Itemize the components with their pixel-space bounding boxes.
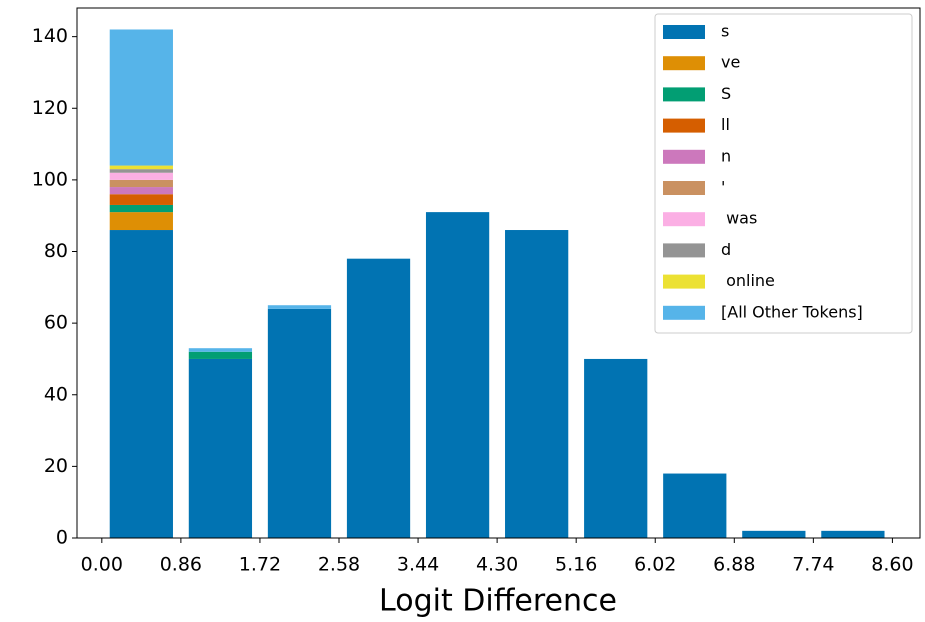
x-tick-label: 5.16 — [555, 554, 597, 576]
bar-segment — [109, 172, 173, 180]
x-tick-label: 4.30 — [476, 554, 518, 576]
legend-label: [All Other Tokens] — [721, 302, 863, 321]
x-tick-label: 8.60 — [871, 554, 913, 576]
x-tick-label: 6.02 — [634, 554, 676, 576]
legend-label: d — [721, 240, 731, 259]
legend-swatch — [663, 149, 705, 164]
bar-segment — [742, 530, 806, 538]
bar-segment — [188, 351, 253, 359]
bar-segment — [188, 358, 253, 538]
legend-swatch — [663, 118, 705, 133]
legend-label: was — [721, 209, 757, 228]
y-tick-label: 100 — [32, 168, 68, 190]
bar-segment — [109, 165, 173, 170]
bar-segment — [267, 305, 332, 309]
bar-segment — [505, 230, 569, 538]
x-tick-label: 1.72 — [239, 554, 281, 576]
y-tick-label: 60 — [44, 312, 68, 334]
legend-swatch — [663, 274, 705, 289]
legend-swatch — [663, 212, 705, 227]
y-tick-label: 120 — [32, 97, 68, 119]
bar-segment — [584, 358, 648, 538]
x-tick-label: 6.88 — [713, 554, 755, 576]
bar-segment — [109, 230, 173, 538]
legend-box — [654, 13, 913, 334]
x-tick-label: 0.86 — [160, 554, 202, 576]
bar-segment — [109, 179, 173, 188]
bar-segment — [109, 187, 173, 195]
legend-label: online — [721, 271, 775, 290]
x-tick-label: 0.00 — [81, 554, 123, 576]
bar-segment — [109, 204, 173, 213]
bar-segment — [109, 194, 173, 205]
legend-swatch — [663, 305, 705, 320]
legend-label: ' — [721, 178, 725, 197]
legend-label: ve — [721, 53, 740, 72]
legend-swatch — [663, 56, 705, 71]
x-tick-label: 2.58 — [318, 554, 360, 576]
legend-label: s — [721, 22, 729, 41]
bar-segment — [109, 212, 173, 231]
legend-swatch — [663, 243, 705, 258]
bar-segment — [425, 212, 490, 538]
x-tick-label: 7.74 — [792, 554, 834, 576]
bar-segment — [663, 473, 727, 538]
x-axis-label: Logit Difference — [379, 584, 617, 619]
bar-segment — [346, 258, 411, 538]
legend-label: ll — [721, 115, 730, 134]
y-tick-label: 80 — [44, 240, 68, 262]
bar-segment — [267, 308, 332, 538]
x-tick-label: 3.44 — [397, 554, 439, 576]
bar-segment — [188, 348, 253, 352]
legend-swatch — [663, 181, 705, 195]
y-tick-label: 0 — [56, 527, 68, 549]
y-tick-label: 40 — [44, 383, 68, 405]
plot-frame — [76, 7, 921, 539]
legend-label: n — [721, 146, 731, 165]
legend-swatch — [663, 25, 705, 39]
y-tick-label: 140 — [32, 25, 68, 47]
bar-segment — [109, 29, 173, 166]
legend-swatch — [663, 87, 705, 102]
bar-segment — [821, 530, 885, 538]
y-tick-label: 20 — [44, 455, 68, 477]
bar-segment — [109, 169, 173, 173]
legend-label: S — [721, 84, 731, 103]
